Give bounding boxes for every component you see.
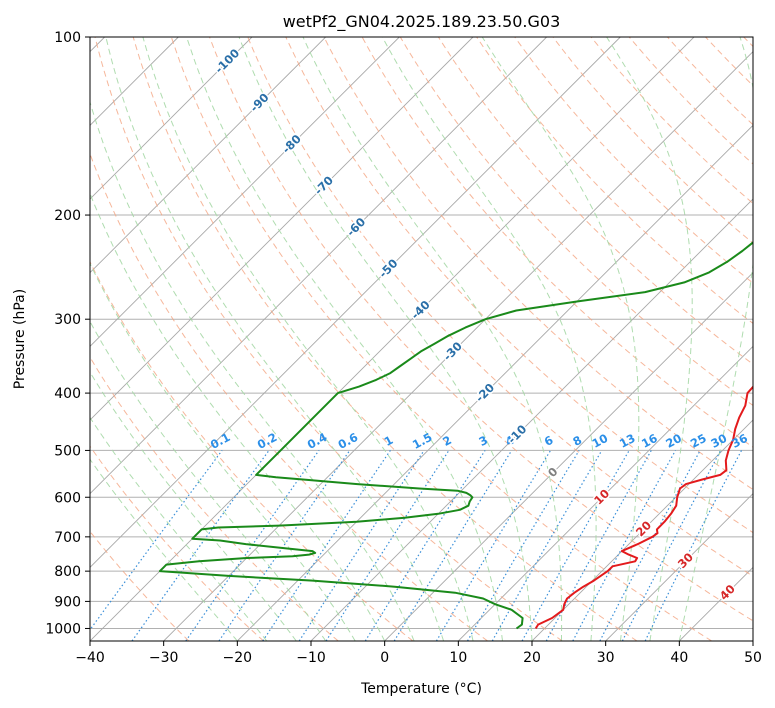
moist-adiabat-line — [90, 192, 386, 641]
x-tick-label: −40 — [75, 650, 105, 666]
x-tick-label: 50 — [744, 650, 762, 666]
y-tick-label: 800 — [54, 564, 81, 580]
moist-adiabat-line — [90, 100, 415, 641]
isotherm-line — [90, 37, 621, 568]
y-tick-label: 700 — [54, 530, 81, 546]
mixing-ratio-label: 25 — [688, 431, 709, 451]
y-tick-label: 200 — [54, 208, 81, 224]
x-tick-label: 40 — [670, 650, 688, 666]
moist-adiabat-line — [481, 37, 640, 641]
temperature-profile-line — [534, 385, 753, 630]
moist-adiabat-line — [142, 37, 474, 641]
dry-adiabat-line — [90, 445, 264, 641]
moist-adiabat-line — [381, 37, 597, 641]
y-tick-label: 900 — [54, 594, 81, 610]
axis-layer: −40 −30 −20 −10 0 10 20 30 40 50 100 200 300 400 500 60… — [45, 30, 762, 666]
mixing-ratio-line — [218, 450, 351, 641]
y-axis-label: Pressure (hPa) — [12, 289, 28, 389]
plot-frame — [89, 36, 754, 642]
mixing-ratio-line — [298, 450, 425, 641]
y-tick-label: 100 — [54, 30, 81, 46]
mixing-ratio-line — [572, 450, 677, 641]
mixing-ratio-line — [325, 450, 450, 641]
y-tick-label: 300 — [54, 312, 81, 328]
moist-adiabat-line — [238, 37, 533, 641]
isotherm-line — [90, 37, 253, 200]
isotherm-line — [531, 419, 753, 641]
dry-adiabat-line — [90, 356, 339, 641]
background-lines — [90, 37, 753, 641]
mixing-ratio-label: 36 — [729, 431, 750, 451]
isotherm-line — [163, 51, 753, 641]
isotherm-line — [90, 37, 474, 421]
mixing-ratio-line — [545, 450, 652, 641]
isotherm-line — [458, 345, 753, 641]
dry-adiabat-line — [247, 37, 753, 577]
x-tick-label: −10 — [296, 650, 326, 666]
y-tick-label: 400 — [54, 386, 81, 402]
x-tick-label: 0 — [380, 650, 389, 666]
mixing-ratio-line — [131, 450, 270, 641]
moist-adiabat-line — [678, 37, 753, 641]
dry-adiabat-line — [514, 37, 753, 284]
x-tick-label: 30 — [597, 650, 615, 666]
moist-adiabat-line — [90, 262, 356, 641]
isotherm-line — [384, 272, 753, 641]
dry-adiabat-line — [132, 37, 638, 641]
moist-adiabat-line — [606, 37, 693, 641]
moist-adiabat-line — [90, 371, 297, 641]
x-tick-label: 10 — [449, 650, 467, 666]
mixing-ratio-line — [185, 450, 320, 641]
isotherm-line — [237, 124, 753, 641]
mixing-ratio-label: 13 — [617, 431, 638, 451]
mixing-ratio-line — [393, 450, 513, 641]
isotherm-line — [605, 493, 753, 641]
dry-adiabat-line — [94, 37, 563, 641]
moist-adiabat-line — [90, 320, 327, 641]
moist-adiabat-line — [186, 37, 503, 641]
mixing-ratio-line — [90, 450, 223, 631]
y-tick-label: 1000 — [45, 621, 81, 637]
y-tick-label: 500 — [54, 443, 81, 459]
isotherm-line — [90, 37, 547, 495]
y-tick-label: 600 — [54, 490, 81, 506]
isotherm-line — [90, 37, 695, 641]
x-tick-label: −20 — [223, 650, 253, 666]
dry-adiabat-line — [209, 37, 753, 622]
dewpoint-profile-line — [158, 241, 753, 630]
dry-adiabat-line — [476, 37, 753, 325]
moist-adiabat-line — [105, 37, 445, 641]
dry-adiabat-line — [90, 260, 414, 641]
mixing-ratio-line — [521, 450, 630, 641]
series-layer — [158, 241, 753, 630]
mixing-ratio-label: 16 — [639, 431, 660, 451]
dry-adiabat-line — [285, 37, 753, 534]
x-tick-label: 20 — [523, 650, 541, 666]
chart-title: wetPf2_GN04.2025.189.23.50.G03 — [283, 12, 561, 32]
mixing-ratio-line — [644, 450, 743, 641]
moist-adiabat-line — [90, 458, 238, 641]
mixing-ratio-line — [621, 450, 722, 641]
dry-adiabat-line — [323, 37, 753, 491]
mixing-ratio-label: 30 — [708, 431, 729, 451]
moist-adiabat-line — [302, 37, 563, 641]
x-tick-label: −30 — [149, 650, 179, 666]
dry-adiabat-line — [170, 37, 712, 641]
mixing-ratio-label: 10 — [590, 431, 611, 451]
mixing-ratio-line — [262, 450, 391, 641]
x-axis-label: Temperature (°C) — [360, 681, 482, 697]
moist-adiabat-line — [90, 416, 268, 641]
grid-layer — [90, 37, 753, 629]
mixing-ratio-label: 20 — [663, 431, 684, 451]
isotherm-line — [90, 37, 326, 274]
isotherm-line — [90, 37, 400, 347]
